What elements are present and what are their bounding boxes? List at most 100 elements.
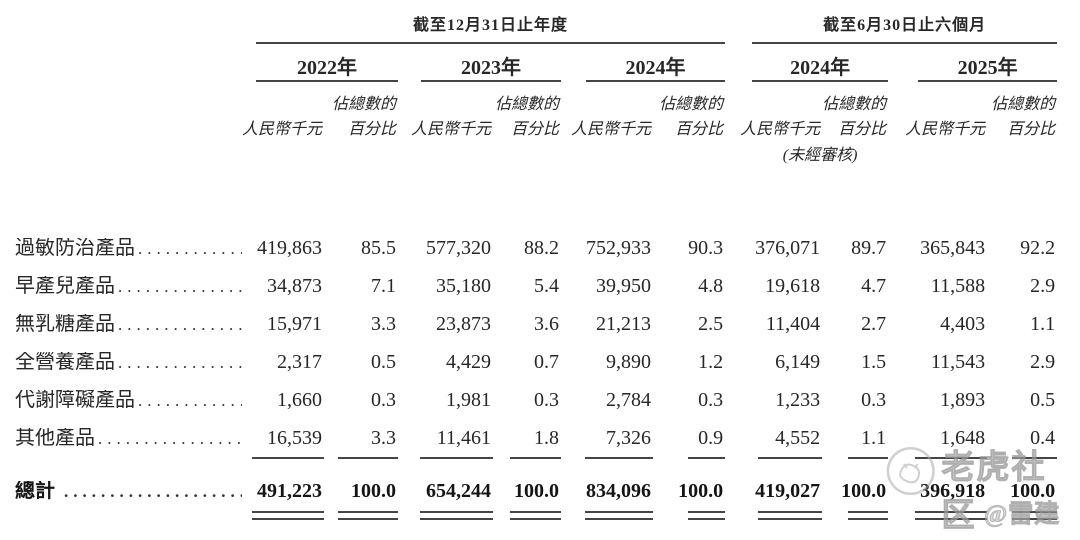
pct-of-total-label: 佔總數的 (659, 96, 724, 113)
total-value-cell: 100.0 (351, 479, 396, 502)
value-cell: 419,863 (257, 236, 322, 259)
value-cell: 3.3 (371, 426, 396, 449)
year-header-row: 2022年 2023年 2024年 2024年 2025年 (0, 57, 1057, 80)
subtotal-rule (338, 457, 398, 459)
pct-of-total-label: 佔總數的 (991, 96, 1056, 113)
rmb-thousand-label: 人民幣千元 (570, 121, 651, 138)
row-label-cell: 全營養產品.......................... (0, 343, 242, 381)
total-value-cell: 100.0 (841, 479, 887, 502)
subheader-row-1: 佔總數的 佔總數的 佔總數的 佔總數的 佔總數的 (0, 93, 1057, 114)
value-cell: 0.4 (1030, 426, 1056, 449)
table-row: 無乳糖產品.......................... 15,971 3… (0, 305, 1057, 343)
double-rule (688, 511, 726, 520)
unaudited-row: (未經審核) (0, 141, 1057, 165)
subtotal-rule (688, 457, 726, 459)
value-cell: 85.5 (361, 236, 396, 259)
value-cell: 4.8 (698, 274, 724, 297)
year-header-2025-interim: 2025年 (957, 57, 1018, 79)
year-rule (586, 80, 726, 82)
table-row: 過敏防治產品.......................... 419,863… (0, 229, 1057, 267)
double-rule (848, 511, 889, 520)
year-header-2024: 2024年 (625, 57, 686, 79)
revenue-breakdown-table: 截至12月31日止年度 截至6月30日止六個月 2022年 2023年 2024… (0, 17, 1058, 520)
dot-leader: .......................... (118, 277, 242, 296)
row-label-cell: 過敏防治產品.......................... (0, 229, 242, 267)
value-cell: 0.5 (1030, 388, 1056, 411)
row-label: 早產兒產品 (15, 275, 115, 297)
value-cell: 16,539 (267, 426, 322, 449)
percentage-label: 百分比 (675, 121, 724, 138)
row-label-cell: 總計.......................... (0, 471, 242, 511)
row-label: 全營養產品 (15, 351, 115, 373)
total-value-cell: 100.0 (678, 479, 724, 502)
dot-leader: .......................... (138, 239, 242, 258)
row-label-cell: 代謝障礙產品.......................... (0, 381, 242, 419)
double-rule (252, 511, 324, 520)
total-value-cell: 654,244 (426, 479, 491, 502)
value-cell: 1.1 (861, 426, 887, 449)
value-cell: 15,971 (267, 312, 322, 335)
subtotal-rule (420, 457, 493, 459)
value-cell: 39,950 (596, 274, 651, 297)
value-cell: 7.1 (371, 274, 396, 297)
table-row: 全營養產品.......................... 2,317 0.… (0, 343, 1057, 381)
pct-of-total-label: 佔總數的 (822, 96, 887, 113)
period-header-annual: 截至12月31日止年度 (413, 17, 569, 35)
total-label: 總計 (15, 480, 55, 502)
double-rule (420, 511, 493, 520)
value-cell: 752,933 (586, 236, 651, 259)
row-label-cell: 其他產品.......................... (0, 419, 242, 457)
row-label-cell: 無乳糖產品.......................... (0, 305, 242, 343)
value-cell: 1,648 (940, 426, 986, 449)
value-cell: 7,326 (606, 426, 651, 449)
double-rule (585, 511, 653, 520)
value-cell: 365,843 (920, 236, 986, 259)
value-cell: 4.7 (861, 274, 887, 297)
table-row: 代謝障礙產品.......................... 1,660 0… (0, 381, 1057, 419)
percentage-label: 百分比 (1007, 121, 1056, 138)
value-cell: 34,873 (267, 274, 322, 297)
value-cell: 0.3 (534, 388, 559, 411)
value-cell: 1.1 (1030, 312, 1056, 335)
value-cell: 0.5 (371, 350, 396, 373)
value-cell: 4,403 (940, 312, 986, 335)
table-row: 其他產品.......................... 16,539 3.… (0, 419, 1057, 457)
row-label: 過敏防治產品 (15, 237, 135, 259)
value-cell: 1,660 (277, 388, 322, 411)
percentage-label: 百分比 (838, 121, 887, 138)
rmb-thousand-label: 人民幣千元 (242, 121, 323, 138)
value-cell: 90.3 (688, 236, 724, 259)
value-cell: 1.8 (534, 426, 559, 449)
value-cell: 4,429 (446, 350, 491, 373)
year-rule (918, 80, 1058, 82)
value-cell: 2.9 (1030, 274, 1056, 297)
percentage-label: 百分比 (510, 121, 559, 138)
value-cell: 19,618 (765, 274, 821, 297)
value-cell: 1,981 (446, 388, 491, 411)
subheader-row-2: 人民幣千元 百分比 人民幣千元 百分比 人民幣千元 百分比 人民幣千元 百分比 … (0, 114, 1057, 141)
period-header-interim: 截至6月30日止六個月 (823, 17, 987, 35)
value-cell: 0.3 (371, 388, 396, 411)
dot-leader: .......................... (118, 315, 242, 334)
value-cell: 5.4 (534, 274, 559, 297)
value-cell: 2,784 (606, 388, 651, 411)
value-cell: 1,233 (775, 388, 821, 411)
dot-leader: .......................... (64, 482, 242, 501)
double-rule (915, 511, 988, 520)
subtotal-rule (758, 457, 823, 459)
double-rule (338, 511, 398, 520)
value-cell: 2.5 (698, 312, 724, 335)
value-cell: 577,320 (426, 236, 491, 259)
year-rule (752, 80, 889, 82)
value-cell: 4,552 (775, 426, 821, 449)
value-cell: 2.9 (1030, 350, 1056, 373)
percentage-label: 百分比 (347, 121, 396, 138)
row-label: 其他產品 (15, 427, 95, 449)
rmb-thousand-label: 人民幣千元 (740, 121, 821, 138)
total-value-cell: 100.0 (514, 479, 559, 502)
subtotal-rule (1012, 457, 1058, 459)
value-cell: 89.7 (851, 236, 887, 259)
subtotal-rule (252, 457, 324, 459)
double-rule (1012, 511, 1058, 520)
value-cell: 2,317 (277, 350, 322, 373)
